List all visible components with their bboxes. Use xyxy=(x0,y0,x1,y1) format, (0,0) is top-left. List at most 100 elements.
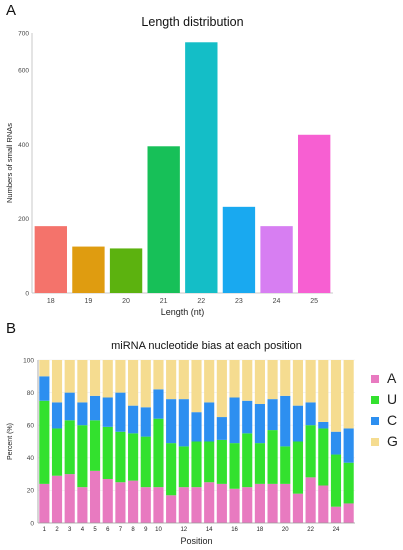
segment-C-pos5 xyxy=(89,395,101,421)
segment-G-pos17 xyxy=(242,360,253,401)
segment-C-pos25 xyxy=(343,428,354,463)
segment-G-pos20 xyxy=(280,360,291,396)
segment-U-pos25 xyxy=(343,462,354,504)
x-tick-label: 21 xyxy=(160,298,168,305)
segment-A-pos19 xyxy=(267,483,278,523)
segment-A-pos25 xyxy=(343,503,354,523)
y-tick-label: 700 xyxy=(18,31,29,38)
legend-swatch-U xyxy=(371,396,379,404)
segment-A-pos16 xyxy=(229,488,240,523)
segment-C-pos11 xyxy=(166,399,177,444)
panel-label-a: A xyxy=(6,2,17,19)
x-tick-label: 14 xyxy=(206,527,213,533)
segment-C-pos14 xyxy=(204,402,215,442)
x-axis-label: Length (nt) xyxy=(161,307,205,317)
segment-G-pos3 xyxy=(64,360,75,393)
segment-A-pos6 xyxy=(102,478,113,523)
x-tick-label: 5 xyxy=(93,527,97,533)
x-tick-label: 2 xyxy=(55,527,59,533)
segment-C-pos23 xyxy=(318,421,329,429)
segment-G-pos6 xyxy=(102,360,113,398)
segment-C-pos3 xyxy=(64,392,75,421)
segment-C-pos10 xyxy=(153,389,164,419)
segment-G-pos9 xyxy=(140,360,151,408)
y-tick-label: 0 xyxy=(30,520,34,527)
segment-U-pos23 xyxy=(318,428,329,486)
segment-A-pos23 xyxy=(318,485,329,523)
y-tick-label: 200 xyxy=(18,216,29,223)
y-axis-label: Percent (%) xyxy=(7,423,14,460)
segment-A-pos22 xyxy=(305,477,316,523)
y-tick-label: 80 xyxy=(27,390,35,397)
segment-G-pos2 xyxy=(51,360,63,403)
segment-C-pos8 xyxy=(128,405,139,434)
segment-A-pos8 xyxy=(128,480,139,523)
x-tick-label: 18 xyxy=(47,298,55,305)
segment-U-pos8 xyxy=(128,433,139,481)
segment-C-pos4 xyxy=(77,402,88,426)
segment-G-pos5 xyxy=(89,360,101,396)
segment-U-pos10 xyxy=(153,418,164,488)
x-tick-label: 16 xyxy=(231,527,238,533)
segment-G-pos25 xyxy=(343,360,354,429)
segment-C-pos20 xyxy=(280,395,291,447)
segment-A-pos9 xyxy=(140,487,151,523)
segment-A-pos24 xyxy=(330,506,342,523)
x-axis-label: Position xyxy=(180,536,212,546)
x-tick-label: 7 xyxy=(119,527,123,533)
bar-22 xyxy=(185,42,218,294)
segment-U-pos17 xyxy=(242,433,253,488)
x-tick-label: 25 xyxy=(310,298,318,305)
segment-A-pos14 xyxy=(204,482,215,523)
segment-A-pos12 xyxy=(178,487,189,523)
segment-U-pos20 xyxy=(280,446,291,484)
legend-label-C: C xyxy=(387,412,397,428)
segment-A-pos4 xyxy=(77,487,88,523)
segment-G-pos16 xyxy=(229,360,240,398)
x-tick-label: 18 xyxy=(257,527,264,533)
segment-U-pos7 xyxy=(115,431,126,483)
segment-G-pos12 xyxy=(178,360,189,400)
segment-G-pos19 xyxy=(267,360,278,400)
x-tick-label: 22 xyxy=(307,527,314,533)
segment-U-pos22 xyxy=(305,425,316,478)
x-tick-label: 19 xyxy=(85,298,93,305)
y-tick-label: 600 xyxy=(18,68,29,75)
x-tick-label: 6 xyxy=(106,527,110,533)
segment-G-pos4 xyxy=(77,360,88,403)
segment-C-pos21 xyxy=(292,405,304,442)
legend-label-U: U xyxy=(387,391,397,407)
segment-C-pos17 xyxy=(242,400,253,434)
x-tick-label: 20 xyxy=(122,298,130,305)
segment-U-pos3 xyxy=(64,420,75,475)
bar-23 xyxy=(222,206,256,293)
legend-label-A: A xyxy=(387,370,397,386)
bar-21 xyxy=(147,146,180,293)
segment-C-pos15 xyxy=(216,417,227,440)
x-tick-label: 10 xyxy=(155,527,162,533)
x-tick-label: 22 xyxy=(197,298,205,305)
bar-20 xyxy=(109,248,143,293)
segment-C-pos13 xyxy=(191,412,202,442)
segment-G-pos11 xyxy=(166,360,177,400)
segment-A-pos21 xyxy=(292,493,304,523)
x-tick-label: 4 xyxy=(81,527,85,533)
segment-A-pos7 xyxy=(115,482,126,523)
x-tick-label: 3 xyxy=(68,527,72,533)
segment-U-pos4 xyxy=(77,425,88,488)
y-tick-label: 400 xyxy=(18,142,29,149)
segment-C-pos7 xyxy=(115,392,126,432)
bar-18 xyxy=(34,226,67,293)
x-tick-label: 8 xyxy=(131,527,135,533)
segment-U-pos5 xyxy=(89,420,101,471)
segment-U-pos16 xyxy=(229,443,240,489)
segment-G-pos10 xyxy=(153,360,164,390)
segment-A-pos10 xyxy=(153,487,164,523)
segment-A-pos1 xyxy=(39,483,50,523)
legend-swatch-G xyxy=(371,438,379,446)
segment-C-pos16 xyxy=(229,397,240,444)
segment-G-pos1 xyxy=(39,360,50,377)
segment-C-pos6 xyxy=(102,397,113,427)
segment-A-pos2 xyxy=(51,475,63,523)
